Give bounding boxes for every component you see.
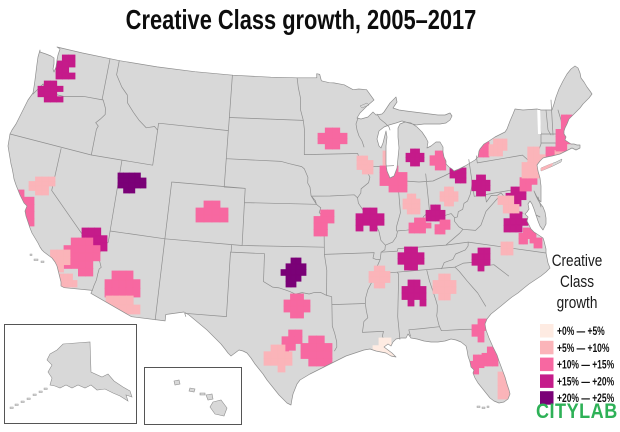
svg-text:+0% — +5%: +0% — +5%	[557, 326, 605, 339]
svg-text:+10% — +15%: +10% — +15%	[557, 360, 614, 373]
svg-text:Creative: Creative	[552, 252, 603, 271]
svg-text:+20% — +25%: +20% — +25%	[557, 393, 614, 406]
svg-text:+5% — +10%: +5% — +10%	[557, 343, 609, 356]
svg-text:Class: Class	[560, 273, 594, 292]
svg-text:CITYLAB: CITYLAB	[536, 400, 618, 424]
svg-text:growth: growth	[557, 294, 598, 313]
svg-text:Creative Class growth, 2005–20: Creative Class growth, 2005–2017	[126, 4, 477, 35]
svg-text:+15% — +20%: +15% — +20%	[557, 376, 614, 389]
